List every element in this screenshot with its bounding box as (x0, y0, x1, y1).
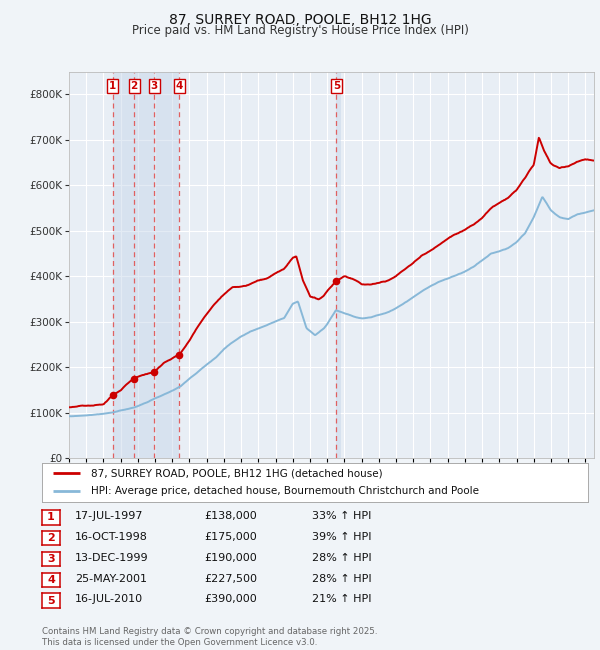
Text: 28% ↑ HPI: 28% ↑ HPI (312, 573, 371, 584)
Text: 5: 5 (333, 81, 340, 91)
Text: £138,000: £138,000 (204, 511, 257, 521)
Bar (113, 72, 179, 458)
Text: 16-OCT-1998: 16-OCT-1998 (75, 532, 148, 542)
Text: 25-MAY-2001: 25-MAY-2001 (75, 573, 147, 584)
Text: 3: 3 (47, 554, 55, 564)
Text: 2: 2 (131, 81, 138, 91)
Text: 21% ↑ HPI: 21% ↑ HPI (312, 594, 371, 604)
Text: 28% ↑ HPI: 28% ↑ HPI (312, 552, 371, 563)
Text: £175,000: £175,000 (204, 532, 257, 542)
Text: 4: 4 (175, 81, 183, 91)
Text: 17-JUL-1997: 17-JUL-1997 (75, 511, 143, 521)
Text: £390,000: £390,000 (204, 594, 257, 604)
Text: 87, SURREY ROAD, POOLE, BH12 1HG: 87, SURREY ROAD, POOLE, BH12 1HG (169, 13, 431, 27)
Text: £227,500: £227,500 (204, 573, 257, 584)
Text: 87, SURREY ROAD, POOLE, BH12 1HG (detached house): 87, SURREY ROAD, POOLE, BH12 1HG (detach… (91, 469, 383, 478)
Text: 16-JUL-2010: 16-JUL-2010 (75, 594, 143, 604)
Text: 4: 4 (47, 575, 55, 585)
Text: Price paid vs. HM Land Registry's House Price Index (HPI): Price paid vs. HM Land Registry's House … (131, 24, 469, 37)
Text: 1: 1 (109, 81, 116, 91)
Text: 2: 2 (47, 533, 55, 543)
Text: £190,000: £190,000 (204, 552, 257, 563)
Bar (337, 72, 341, 458)
Text: HPI: Average price, detached house, Bournemouth Christchurch and Poole: HPI: Average price, detached house, Bour… (91, 486, 479, 496)
Text: 1: 1 (47, 512, 55, 523)
Text: 39% ↑ HPI: 39% ↑ HPI (312, 532, 371, 542)
Text: 3: 3 (151, 81, 158, 91)
Text: 5: 5 (47, 595, 55, 606)
Text: Contains HM Land Registry data © Crown copyright and database right 2025.
This d: Contains HM Land Registry data © Crown c… (42, 627, 377, 647)
Text: 33% ↑ HPI: 33% ↑ HPI (312, 511, 371, 521)
Text: 13-DEC-1999: 13-DEC-1999 (75, 552, 149, 563)
